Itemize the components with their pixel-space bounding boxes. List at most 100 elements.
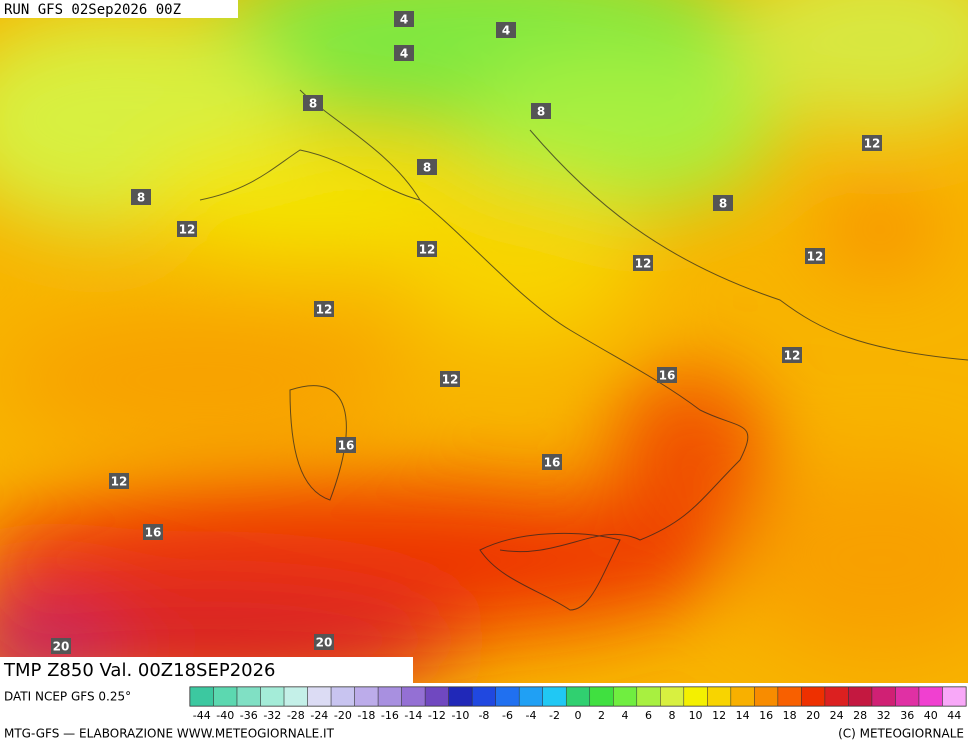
- legend-label: -2: [549, 709, 560, 722]
- source-label: DATI NCEP GFS 0.25°: [4, 690, 131, 704]
- legend-label: 44: [947, 709, 961, 722]
- legend-label: 28: [853, 709, 867, 722]
- legend-label: 6: [645, 709, 652, 722]
- contour-label: 12: [111, 475, 128, 489]
- legend-swatch: [307, 686, 332, 707]
- contour-label-box: [440, 371, 460, 387]
- legend-swatch: [613, 686, 638, 707]
- legend-label: -36: [240, 709, 258, 722]
- contour-label: 16: [338, 439, 355, 453]
- legend-label: 0: [575, 709, 582, 722]
- contour-label-box: [131, 189, 151, 205]
- legend-swatch: [824, 686, 849, 707]
- legend-swatch: [871, 686, 896, 707]
- contour-label: 12: [807, 250, 824, 264]
- contour-label-box: [109, 473, 129, 489]
- contour-label-box: [782, 347, 802, 363]
- contour-label-box: [394, 11, 414, 27]
- contour-label: 8: [423, 161, 431, 175]
- contour-label: 12: [316, 303, 333, 317]
- legend-label: -8: [478, 709, 489, 722]
- legend-label: -4: [525, 709, 536, 722]
- legend-swatch: [189, 686, 214, 707]
- legend-swatch: [683, 686, 708, 707]
- legend-swatch: [283, 686, 308, 707]
- contour-label-box: [657, 367, 677, 383]
- contour-label: 12: [635, 257, 652, 271]
- legend-label: 4: [622, 709, 629, 722]
- contour-label-box: [713, 195, 733, 211]
- footer-right: (C) METEOGIORNALE: [838, 727, 964, 741]
- title-box: [0, 657, 413, 683]
- contour-label-box: [417, 159, 437, 175]
- legend-label: -6: [502, 709, 513, 722]
- contour-label: 16: [659, 369, 676, 383]
- legend-swatch: [918, 686, 943, 707]
- map-title: TMP Z850 Val. 00Z18SEP2026: [3, 660, 276, 681]
- contour-label-box: [314, 634, 334, 650]
- legend-label: -24: [310, 709, 328, 722]
- contour-label-box: [542, 454, 562, 470]
- legend-label: 20: [806, 709, 820, 722]
- legend-swatch: [660, 686, 685, 707]
- legend-label: -18: [357, 709, 375, 722]
- legend-label: -44: [193, 709, 211, 722]
- legend-swatch: [377, 686, 402, 707]
- contour-label: 12: [864, 137, 881, 151]
- contour-label-box: [303, 95, 323, 111]
- contour-label-box: [862, 135, 882, 151]
- contour-label-box: [336, 437, 356, 453]
- contour-label-box: [177, 221, 197, 237]
- temperature-field: [0, 0, 968, 683]
- contour-label-box: [417, 241, 437, 257]
- legend-swatch: [848, 686, 873, 707]
- legend-label: 24: [830, 709, 844, 722]
- legend-label: -32: [263, 709, 281, 722]
- legend-swatch: [260, 686, 285, 707]
- contour-label-box: [805, 248, 825, 264]
- legend-label: 10: [689, 709, 703, 722]
- legend-label: -10: [451, 709, 469, 722]
- run-box: [0, 0, 238, 18]
- contour-label-box: [394, 45, 414, 61]
- legend-swatch: [518, 686, 543, 707]
- legend-swatch: [707, 686, 732, 707]
- contour-label-box: [51, 638, 71, 654]
- legend-label: 16: [759, 709, 773, 722]
- contour-label-box: [143, 524, 163, 540]
- contour-label: 12: [419, 243, 436, 257]
- contour-label: 20: [53, 640, 70, 654]
- legend-swatch: [213, 686, 238, 707]
- contour-label: 16: [145, 526, 162, 540]
- contour-label: 20: [316, 636, 333, 650]
- legend-swatch: [565, 686, 591, 707]
- legend-swatch: [730, 686, 755, 707]
- run-label: RUN GFS 02Sep2026 00Z: [4, 2, 181, 18]
- legend-label: 2: [598, 709, 605, 722]
- legend-swatch: [236, 686, 261, 707]
- contour-label: 8: [137, 191, 145, 205]
- contour-label: 4: [502, 24, 510, 38]
- legend-swatch: [495, 686, 520, 707]
- contour-label: 4: [400, 47, 408, 61]
- contour-label: 8: [537, 105, 545, 119]
- legend-swatch: [942, 686, 967, 707]
- legend-swatch: [777, 686, 802, 707]
- contour-label: 4: [400, 13, 408, 27]
- contour-label: 12: [442, 373, 459, 387]
- legend-swatch: [471, 686, 496, 707]
- contour-label: 8: [309, 97, 317, 111]
- contour-label: 8: [719, 197, 727, 211]
- legend-swatch: [636, 686, 661, 707]
- legend-label: -28: [287, 709, 305, 722]
- legend-swatch: [542, 686, 567, 707]
- legend-label: -14: [404, 709, 422, 722]
- contour-label: 12: [784, 349, 801, 363]
- contour-label-box: [633, 255, 653, 271]
- legend-label: -16: [381, 709, 399, 722]
- legend-swatch: [895, 686, 920, 707]
- legend-swatch: [424, 686, 449, 707]
- legend-label: -40: [216, 709, 234, 722]
- contour-label-box: [496, 22, 516, 38]
